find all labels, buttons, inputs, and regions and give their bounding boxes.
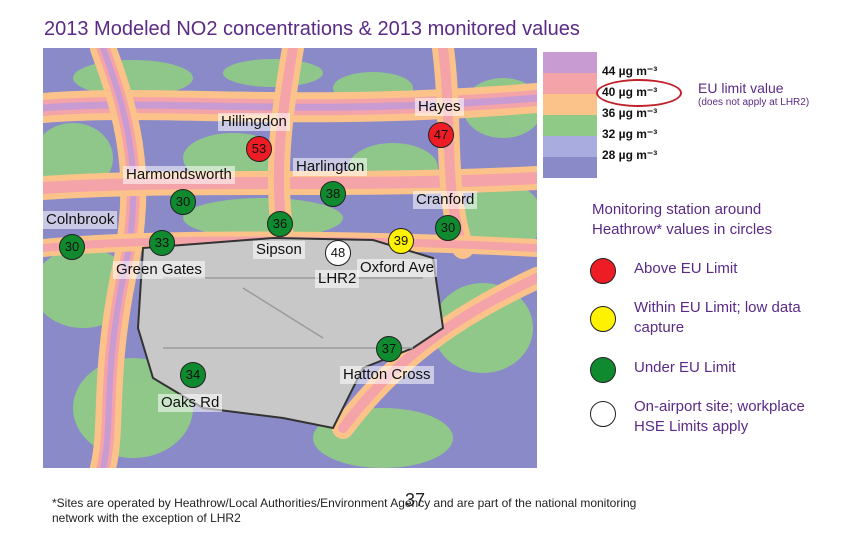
station-marker-oaks-rd[interactable]: 34 xyxy=(180,362,206,388)
place-label-harlington: Harlington xyxy=(293,158,368,176)
scale-band-28 xyxy=(543,136,597,157)
page-number: 37 xyxy=(405,490,426,510)
scale-label-28: 28 µg m⁻³ xyxy=(602,148,658,162)
station-marker-cranford[interactable]: 30 xyxy=(435,215,461,241)
scale-band-40 xyxy=(543,73,597,94)
scale-band-44 xyxy=(543,52,597,73)
place-label-sipson: Sipson xyxy=(253,241,305,259)
slide-title: 2013 Modeled NO2 concentrations & 2013 m… xyxy=(44,18,580,40)
eu-limit-note: (does not apply at LHR2) xyxy=(698,97,810,108)
scale-label-44: 44 µg m⁻³ xyxy=(602,64,658,78)
place-label-oaks-rd: Oaks Rd xyxy=(158,394,223,412)
station-marker-lhr2[interactable]: 48 xyxy=(325,240,351,266)
key-text-within-limit: Within EU Limit; low data capture xyxy=(634,299,801,336)
scale-label-36: 36 µg m⁻³ xyxy=(602,106,658,120)
station-marker-oxford-ave[interactable]: 39 xyxy=(388,228,414,254)
station-marker-hatton-cross[interactable]: 37 xyxy=(376,336,402,362)
key-dot-within-limit xyxy=(590,306,616,332)
place-label-hayes: Hayes xyxy=(415,98,464,116)
place-label-harmondsworth: Harmondsworth xyxy=(123,166,235,184)
place-label-colnbrook: Colnbrook xyxy=(43,211,118,229)
place-label-hillingdon: Hillingdon xyxy=(218,113,290,131)
scale-band-32 xyxy=(543,115,597,136)
scale-band-36 xyxy=(543,94,597,115)
station-marker-hillingdon[interactable]: 53 xyxy=(246,136,272,162)
eu-limit-label: EU limit value xyxy=(698,80,784,96)
key-dot-under-limit xyxy=(590,357,616,383)
place-label-cranford: Cranford xyxy=(413,191,478,209)
station-key-heading: Monitoring station around Heathrow* valu… xyxy=(592,201,773,238)
scale-band-low xyxy=(543,157,597,178)
station-marker-harlington[interactable]: 38 xyxy=(320,181,346,207)
eu-limit-highlight-oval xyxy=(596,79,682,107)
no2-concentration-map[interactable]: Hayes Hillingdon Harlington Harmondswort… xyxy=(43,48,537,468)
place-label-oxford-ave: Oxford Ave xyxy=(357,259,437,277)
scale-label-32: 32 µg m⁻³ xyxy=(602,127,658,141)
station-marker-sipson[interactable]: 36 xyxy=(267,211,293,237)
station-marker-green-gates[interactable]: 33 xyxy=(149,230,175,256)
concentration-scale-bar xyxy=(543,52,597,178)
footnote: *Sites are operated by Heathrow/Local Au… xyxy=(52,496,637,525)
station-marker-hayes[interactable]: 47 xyxy=(428,122,454,148)
key-dot-on-airport xyxy=(590,401,616,427)
key-text-under-limit: Under EU Limit xyxy=(634,359,736,376)
key-dot-above-limit xyxy=(590,258,616,284)
place-label-green-gates: Green Gates xyxy=(113,261,205,279)
station-marker-colnbrook[interactable]: 30 xyxy=(59,234,85,260)
station-marker-harmondsworth[interactable]: 30 xyxy=(170,189,196,215)
place-label-hatton-cross: Hatton Cross xyxy=(340,366,434,384)
key-text-above-limit: Above EU Limit xyxy=(634,260,738,277)
place-label-lhr2: LHR2 xyxy=(315,270,360,288)
key-text-on-airport: On-airport site; workplace HSE Limits ap… xyxy=(634,398,805,435)
